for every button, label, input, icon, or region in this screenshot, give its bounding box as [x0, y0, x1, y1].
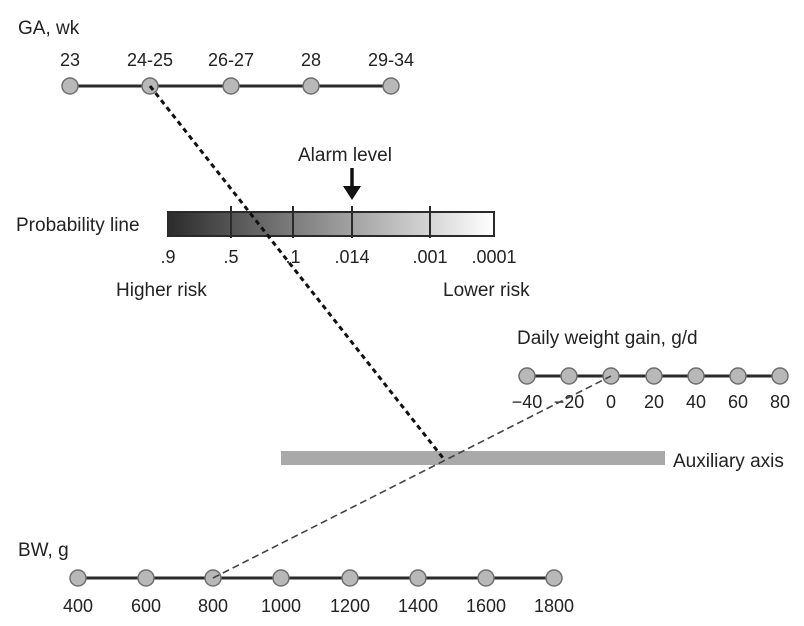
bw-point: [137, 569, 155, 587]
weight-gain-tick-label: 20: [644, 392, 664, 412]
probability-tick-label: .001: [412, 247, 447, 267]
bw-point: [477, 569, 495, 587]
lower-risk-label: Lower risk: [443, 280, 530, 301]
probability-tick-label: .1: [285, 247, 300, 267]
bw-tick-label: 1800: [534, 596, 574, 616]
probability-tick-label: .5: [223, 247, 238, 267]
weight-gain-tick-label: −40: [512, 392, 543, 412]
bw-tick-label: 600: [131, 596, 161, 616]
weight-gain-tick-label: 60: [728, 392, 748, 412]
bw-point: [409, 569, 427, 587]
probability-tick-label: .0001: [471, 247, 516, 267]
weight-gain-point: [560, 367, 578, 385]
ga-point: [222, 77, 240, 95]
bw-tick-label: 1600: [466, 596, 506, 616]
ga-axis: GA, wk 23 24-25 26-27 28 29-34: [18, 18, 414, 95]
weight-gain-tick-label: 80: [770, 392, 790, 412]
auxiliary-axis-label: Auxiliary axis: [673, 451, 784, 472]
ga-axis-title: GA, wk: [18, 18, 80, 39]
probability-gradient-bar: [167, 211, 495, 237]
bw-tick-label: 1000: [261, 596, 301, 616]
alarm-level-label: Alarm level: [298, 145, 392, 166]
alarm-arrow-icon: [343, 168, 361, 200]
bw-axis: BW, g 400 600 800 1000 1200 1400 1600 1800: [18, 540, 574, 616]
probability-line-group: Probability line Alarm level .9 .5 .1 .014.…: [16, 145, 530, 301]
example-line-ga-to-auxiliary: [148, 85, 445, 459]
weight-gain-axis-title: Daily weight gain, g/d: [517, 328, 698, 349]
bw-axis-title: BW, g: [18, 540, 69, 561]
probability-tick-label: .014: [334, 247, 369, 267]
ga-point: [61, 77, 79, 95]
bw-tick-label: 400: [63, 596, 93, 616]
weight-gain-point: [518, 367, 536, 385]
weight-gain-tick-label: 0: [606, 392, 616, 412]
auxiliary-axis: Auxiliary axis: [281, 451, 784, 472]
weight-gain-point: [645, 367, 663, 385]
higher-risk-label: Higher risk: [116, 280, 207, 301]
bw-tick-label: 1400: [398, 596, 438, 616]
weight-gain-point: [729, 367, 747, 385]
ga-point: [302, 77, 320, 95]
ga-tick-label: 23: [60, 50, 80, 70]
weight-gain-point: [687, 367, 705, 385]
weight-gain-tick-label: −20: [554, 392, 585, 412]
bw-tick-label: 800: [198, 596, 228, 616]
weight-gain-point: [771, 367, 789, 385]
weight-gain-axis: Daily weight gain, g/d −40 −20 0 20 40 60 80: [512, 328, 790, 412]
weight-gain-tick-label: 40: [686, 392, 706, 412]
bw-point: [545, 569, 563, 587]
example-line-bw-to-weight-gain: [212, 375, 612, 579]
bw-point: [272, 569, 290, 587]
ga-tick-label: 28: [301, 50, 321, 70]
probability-line-label: Probability line: [16, 215, 140, 236]
ga-tick-label: 29-34: [368, 50, 414, 70]
bw-point: [69, 569, 87, 587]
bw-tick-label: 1200: [330, 596, 370, 616]
bw-point: [341, 569, 359, 587]
probability-tick-label: .9: [160, 247, 175, 267]
auxiliary-axis-bar: [281, 451, 665, 465]
ga-tick-label: 26-27: [208, 50, 254, 70]
ga-tick-label: 24-25: [127, 50, 173, 70]
ga-point: [382, 77, 400, 95]
